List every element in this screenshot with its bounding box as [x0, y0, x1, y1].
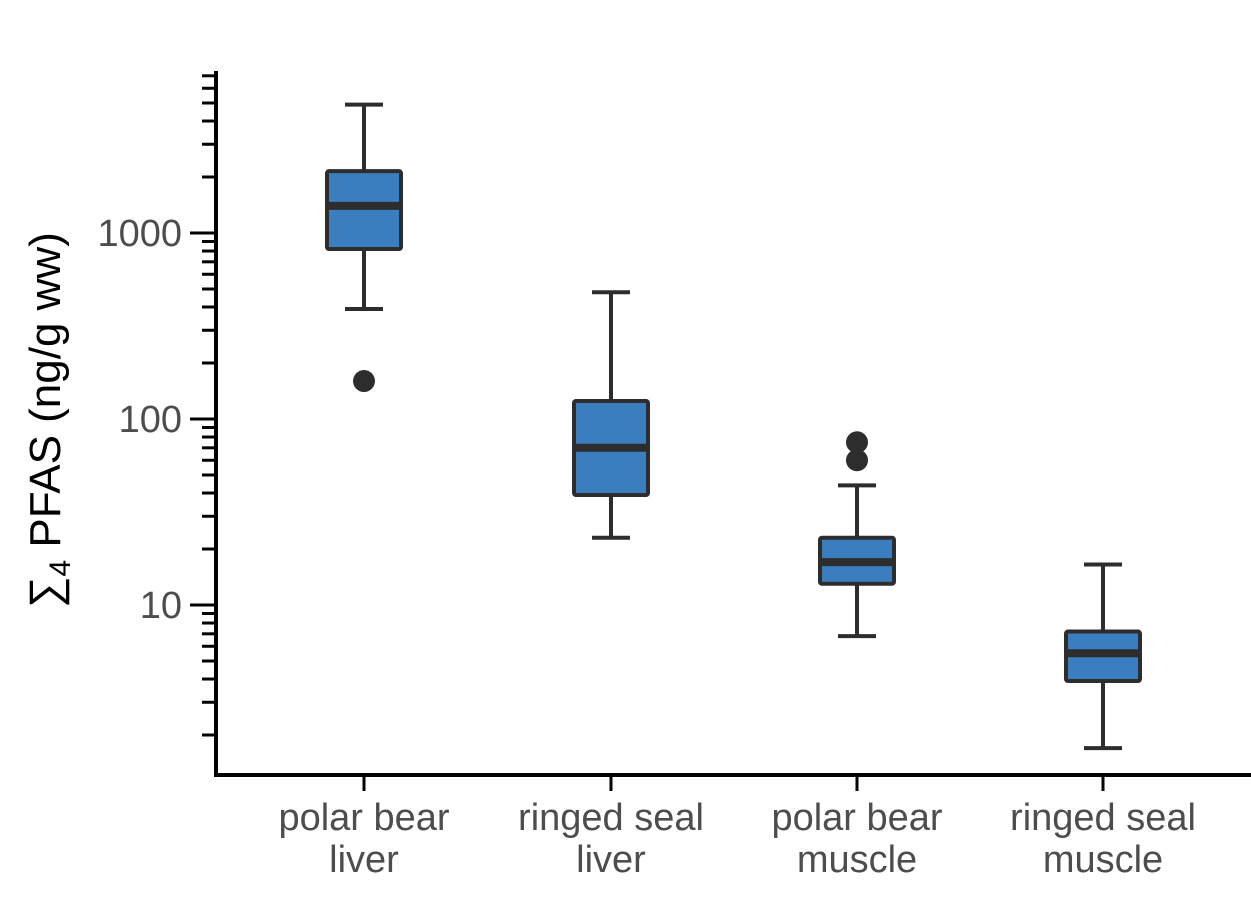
iqr-box — [325, 169, 403, 252]
y-axis-title-symbol: ∑ — [21, 576, 70, 607]
x-tick-label-line2: liver — [329, 839, 399, 881]
outlier-point — [846, 431, 868, 454]
x-tick-label-line1: ringed seal — [1010, 797, 1196, 839]
x-tick-label-line1: polar bear — [771, 797, 942, 839]
y-axis-title: ∑4 PFAS (ng/g ww) — [21, 232, 77, 608]
x-tick-label-line1: ringed seal — [518, 797, 704, 839]
x-tick-label-line1: polar bear — [278, 797, 449, 839]
svg-text:∑4 PFAS (ng/g ww): ∑4 PFAS (ng/g ww) — [21, 232, 77, 608]
y-tick-label: 1000 — [97, 213, 182, 255]
y-axis-title-text: PFAS (ng/g ww) — [21, 232, 70, 560]
x-tick-label-line2: muscle — [797, 839, 917, 881]
x-tick-label-line2: muscle — [1043, 839, 1163, 881]
outlier-point — [846, 449, 868, 472]
x-tick-label-line2: liver — [576, 839, 646, 881]
outlier-point — [353, 370, 375, 393]
y-tick-label: 100 — [119, 399, 182, 441]
y-tick-label: 10 — [140, 585, 182, 627]
y-axis-title-subscript: 4 — [44, 560, 77, 577]
